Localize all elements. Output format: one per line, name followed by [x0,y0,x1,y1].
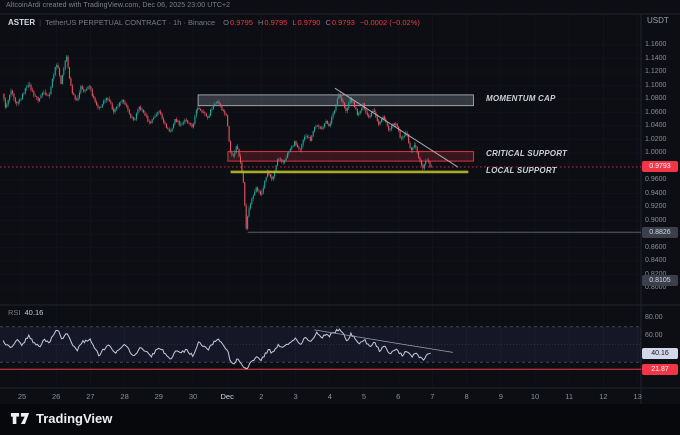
attribution-bar: AltcoinArdi created with TradingView.com… [6,2,230,9]
annotation-momentum-cap[interactable]: MOMENTUM CAP [486,94,556,103]
price-tick: 0.8000 [645,284,667,291]
change-value: −0.0002 (−0.02%) [359,18,420,27]
price-tick: 1.0600 [645,108,667,116]
price-tick: 1.1000 [645,81,667,89]
candles-series [3,54,432,231]
low-value: 0.9790 [297,18,321,27]
tradingview-logo[interactable]: TradingView [10,411,112,426]
rsi-value: 40.16 [24,308,44,317]
footer-bar: TradingView [0,404,680,435]
time-tick: 9 [498,392,503,401]
rsi-low-badge: 21.87 [642,363,678,375]
time-tick: Dec [220,392,234,401]
price-tick: 1.1200 [645,68,667,75]
rsi-trendline [314,329,453,353]
high-value: 0.9795 [264,18,288,27]
price-tick: 1.0000 [645,149,667,156]
rsi-line [2,328,431,370]
symbol-name[interactable]: ASTER [8,18,36,27]
symbol-description: TetherUS PERPETUAL CONTRACT · 1h · Binan… [45,18,216,27]
time-tick: 10 [530,392,540,401]
rsi-legend[interactable]: RSI 40.16 [8,308,43,317]
time-tick: 4 [327,392,332,401]
close-label: C [325,18,331,27]
price-tick: 1.1600 [645,41,667,48]
rsi-tick: 80.00 [645,314,663,321]
time-tick: 26 [52,392,61,401]
price-tick: 0.9200 [645,203,667,210]
time-tick: 27 [86,392,95,401]
time-tick: 5 [361,392,367,401]
axis-currency-label[interactable]: USDT [647,16,669,25]
ohlc-readout: O 0.9795 H 0.9795 L 0.9790 C 0.9793 −0.0002 … [223,18,420,27]
lower-level-badge: 0.8105 [642,275,678,287]
time-tick: 8 [464,392,469,401]
time-tick: 12 [599,392,608,401]
price-trendline [334,87,459,168]
price-tick: 0.9000 [645,216,667,224]
annotation-critical-support[interactable]: CRITICAL SUPPORT [486,149,568,158]
rsi-label: RSI [8,308,21,317]
close-value: 0.9793 [331,18,355,27]
attribution-text: AltcoinArdi created with TradingView.com… [6,2,231,9]
price-tick: 1.0200 [645,135,667,143]
swing-low-badge: 0.8826 [642,226,678,238]
price-tick: 0.9400 [645,189,667,197]
price-tick: 1.1400 [645,54,667,62]
tradingview-logo-text: TradingView [36,411,113,426]
time-tick: 25 [17,392,27,401]
critical-support-box [227,151,474,162]
time-tick: 13 [633,392,642,401]
rsi-tick: 60.00 [645,331,663,339]
symbol-legend[interactable]: ASTER | TetherUS PERPETUAL CONTRACT · 1h… [8,18,420,27]
time-tick: 30 [188,392,198,401]
annotation-local-support[interactable]: LOCAL SUPPORT [486,166,557,175]
time-tick: 28 [120,392,129,401]
price-tick: 0.9600 [645,176,667,183]
last-price-badge: 0.9793 [642,161,678,173]
open-value: 0.9795 [229,18,253,27]
time-tick: 7 [430,392,435,401]
low-label: L [292,18,297,27]
rsi-value-badge: 40.16 [642,347,678,359]
legend-separator: | [39,18,42,27]
time-tick: 2 [259,392,264,401]
time-tick: 29 [154,392,163,401]
time-tick: 6 [396,392,401,401]
price-tick: 1.0800 [645,95,667,102]
price-tick: 1.0400 [645,122,667,129]
time-tick: 3 [293,392,298,401]
tradingview-logo-icon [10,413,30,424]
high-label: H [257,18,264,27]
price-tick: 0.8200 [645,270,667,278]
time-tick: 11 [565,392,574,401]
price-tick: 0.8600 [645,243,667,251]
open-label: O [223,18,229,27]
price-tick: 0.8400 [645,257,667,264]
